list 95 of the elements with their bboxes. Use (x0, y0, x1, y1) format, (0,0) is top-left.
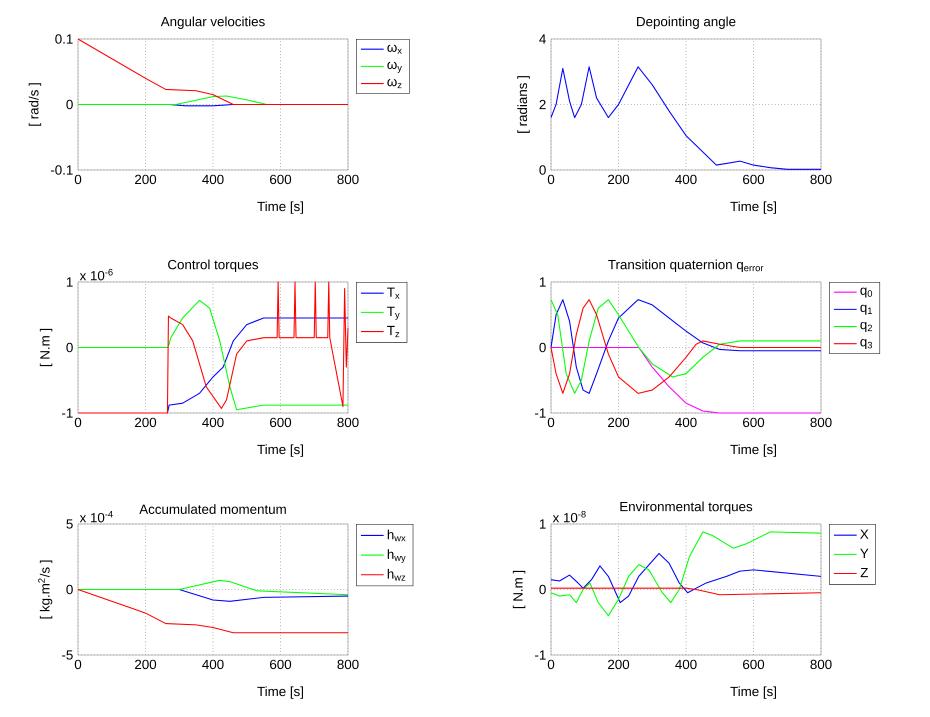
line-series (550, 346, 822, 414)
legend-label: h$_{wx}$ (388, 530, 406, 542)
chart-title: Depointing angle (637, 16, 736, 29)
y-tick-label: -1 (62, 408, 73, 418)
y-tick-label: 0 (539, 165, 546, 175)
line-series (550, 552, 822, 604)
legend-label: T$_{z}$ (387, 326, 400, 338)
x-tick-label: 400 (675, 660, 697, 670)
line-series (77, 38, 349, 106)
line-series (77, 580, 349, 596)
legend-label: ω$_{z}$ (387, 78, 402, 88)
x-tick-label: 800 (337, 418, 359, 428)
legend-label: T$_{x}$ (387, 288, 400, 299)
y-axis-title: [ N.m ] (40, 328, 52, 366)
y-tick-label: -0.1 (50, 165, 73, 175)
x-axis-title: Time [s] (730, 686, 776, 699)
text: x 10$^{-8}$ (552, 510, 586, 522)
x-tick-label: 800 (337, 174, 359, 184)
x-tick-label: 0 (548, 660, 554, 670)
x-tick-label: 600 (270, 174, 292, 184)
chart-title: Angular velocities (160, 16, 265, 29)
legend-label: Z (860, 568, 868, 578)
y-axis-title: [ rad/s ] (28, 83, 42, 126)
y-axis-title: [ N.m ] (512, 570, 526, 608)
chart-title: Accumulated momentum (139, 504, 286, 514)
x-tick-label: 200 (135, 418, 156, 428)
legend-label: X (860, 530, 868, 539)
x-tick-label: 200 (135, 174, 156, 184)
legend-label: h$_{wy}$ (388, 549, 406, 563)
x-axis-title: Time [s] (730, 444, 776, 457)
x-tick-label: 800 (810, 418, 832, 428)
x-tick-label: 600 (743, 418, 764, 428)
y-tick-label: -1 (535, 650, 546, 660)
legend-label: h$_{wz}$ (388, 568, 406, 581)
legend-label: q$_{1}$ (860, 304, 872, 315)
x-tick-label: 800 (810, 174, 832, 184)
line-series (77, 588, 349, 634)
y-tick-label: 0 (539, 584, 546, 594)
x-tick-label: 0 (548, 418, 554, 428)
y-axis-title: [ kg.m$^{2}$/s ] (38, 560, 52, 619)
x-tick-label: 600 (270, 660, 292, 670)
y-tick-label: 0.1 (55, 34, 73, 44)
legend-label: q$_{3}$ (860, 339, 872, 350)
x-axis-title: Time [s] (730, 201, 776, 214)
y-tick-label: 0 (66, 100, 73, 110)
x-tick-label: 400 (202, 418, 224, 428)
x-tick-label: 600 (743, 660, 764, 670)
y-tick-label: 0 (66, 584, 73, 594)
y-tick-label: -1 (535, 408, 546, 418)
y-tick-label: 1 (66, 277, 73, 287)
y-tick-label: 2 (540, 100, 546, 110)
chart-title: Environmental torques (620, 502, 752, 514)
y-tick-label: 5 (66, 519, 73, 529)
x-tick-label: 800 (337, 660, 359, 670)
x-axis-title: Time [s] (257, 686, 303, 699)
chart-title: Control torques (168, 260, 258, 272)
y-tick-label: 0 (539, 342, 546, 352)
x-tick-label: 400 (202, 660, 224, 670)
line-series (77, 281, 349, 414)
legend-label: Y (860, 548, 868, 558)
x-tick-label: 0 (74, 660, 82, 670)
x-tick-label: 200 (608, 174, 630, 184)
x-axis-title: Time [s] (257, 444, 303, 457)
y-tick-label: -5 (62, 650, 73, 660)
chart-title: Transition quaternion q$_{error}$ (608, 260, 764, 272)
x-tick-label: 600 (270, 418, 292, 428)
legend-label: ω$_{y}$ (387, 62, 402, 73)
legend-label: q$_{0}$ (860, 288, 872, 298)
x-tick-label: 0 (548, 174, 554, 184)
x-tick-label: 800 (810, 660, 832, 670)
line-series (77, 300, 349, 410)
text: x 10$^{-6}$ (80, 268, 113, 280)
x-tick-label: 400 (202, 174, 224, 184)
x-tick-label: 0 (74, 418, 82, 428)
y-axis-title: [ radians ] (517, 76, 530, 133)
line-series (550, 66, 822, 170)
x-tick-label: 0 (74, 174, 82, 184)
line-series (550, 299, 822, 394)
x-axis-title: Time [s] (257, 201, 303, 214)
x-tick-label: 200 (135, 660, 156, 670)
text: x 10$^{-4}$ (80, 511, 113, 522)
line-series (550, 588, 822, 596)
line-series (550, 531, 822, 616)
y-tick-label: 1 (540, 277, 546, 287)
x-tick-label: 400 (675, 174, 697, 184)
y-tick-label: 1 (540, 519, 546, 529)
x-tick-label: 400 (675, 418, 697, 428)
legend-label: T$_{y}$ (387, 306, 400, 320)
x-tick-label: 200 (608, 660, 630, 670)
y-tick-label: 0 (66, 342, 73, 352)
legend-label: ω$_{x}$ (387, 44, 402, 54)
x-tick-label: 600 (743, 174, 764, 184)
x-tick-label: 200 (608, 418, 630, 428)
legend-label: q$_{2}$ (860, 322, 872, 332)
y-tick-label: 4 (539, 34, 546, 44)
